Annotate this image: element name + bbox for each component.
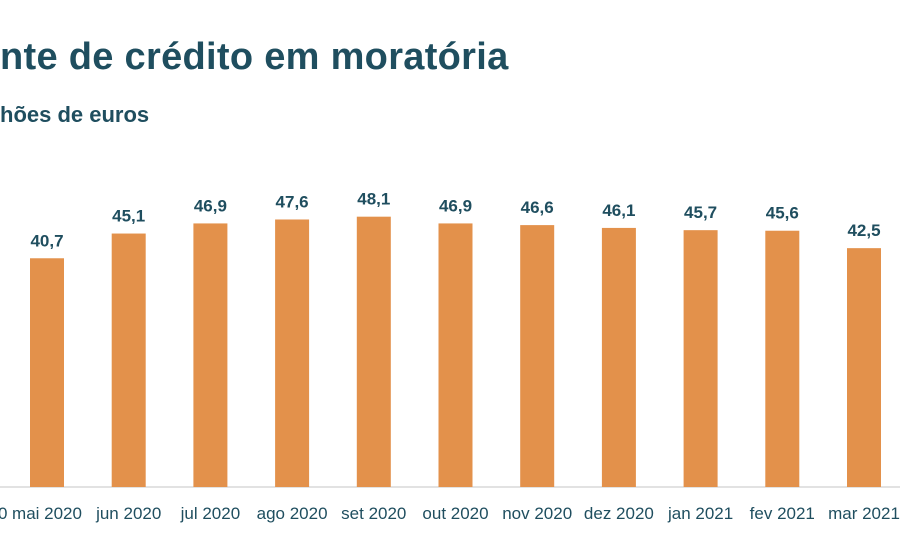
bar-set-2020 <box>356 216 391 488</box>
chart-title: nte de crédito em moratória <box>0 36 509 78</box>
x-tick-label: jun 2020 <box>95 504 161 523</box>
data-label: 46,9 <box>194 196 227 215</box>
chart-subtitle: hões de euros <box>0 102 150 127</box>
bar-dez-2020 <box>601 227 636 487</box>
data-label: 45,1 <box>112 207 145 226</box>
x-tick-label: nov 2020 <box>502 504 572 523</box>
data-label: 42,5 <box>847 221 880 240</box>
x-tick-label: set 2020 <box>341 504 406 523</box>
x-tick-label: jan 2021 <box>667 504 733 523</box>
bar-jul-2020 <box>193 223 228 487</box>
x-tick-label: fev 2021 <box>750 504 815 523</box>
bar-jun-2020 <box>111 233 146 487</box>
bar-jan-2021 <box>683 230 718 487</box>
x-tick-label: dez 2020 <box>584 504 654 523</box>
data-label: 46,6 <box>521 198 554 217</box>
data-label: 40,7 <box>30 231 63 250</box>
data-label: 47,6 <box>276 192 309 211</box>
data-label: 46,1 <box>602 201 635 220</box>
x-tick-label-clipped: 0 <box>0 504 7 523</box>
bar-out-2020 <box>438 223 473 487</box>
bar-fev-2021 <box>765 230 800 487</box>
x-tick-label: mai 2020 <box>12 504 82 523</box>
bar-nov-2020 <box>520 225 555 487</box>
bar-ago-2020 <box>275 219 310 487</box>
x-tick-label: jul 2020 <box>180 504 241 523</box>
x-tick-label: out 2020 <box>422 504 488 523</box>
data-label: 45,7 <box>684 203 717 222</box>
bar-mai-2020 <box>30 258 64 487</box>
bar-mar-2021 <box>847 248 881 487</box>
data-label: 48,1 <box>357 190 390 209</box>
data-label: 45,6 <box>766 204 799 223</box>
x-tick-label: ago 2020 <box>257 504 328 523</box>
data-label: 46,9 <box>439 196 472 215</box>
x-tick-label: mar 2021 <box>828 504 900 523</box>
